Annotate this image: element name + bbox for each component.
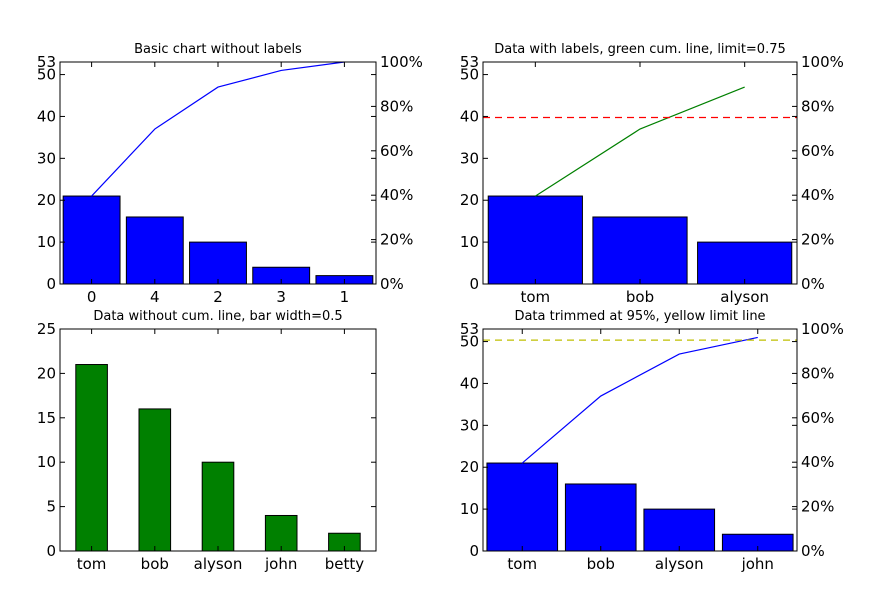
xtick-label: john bbox=[264, 555, 297, 573]
cumulative-line bbox=[535, 86, 745, 197]
bar-alyson bbox=[643, 508, 716, 552]
xtick-label: 1 bbox=[340, 288, 350, 306]
ytick-label: 40 bbox=[460, 374, 479, 392]
ytick-label: 30 bbox=[460, 416, 479, 434]
ytick-label: 10 bbox=[460, 500, 479, 518]
ytick-label: 20 bbox=[460, 191, 479, 209]
y2tick-label: 60% bbox=[380, 142, 413, 160]
xtick-label: 2 bbox=[213, 288, 223, 306]
bar-tom bbox=[75, 364, 108, 552]
bar-bob bbox=[138, 408, 172, 552]
y2tick-label: 100% bbox=[380, 53, 423, 71]
cumulative-line bbox=[91, 61, 345, 197]
ytick-label: 10 bbox=[37, 233, 56, 251]
bar-tom bbox=[486, 462, 559, 552]
ytick-label: 50 bbox=[37, 66, 56, 84]
bar-0 bbox=[62, 195, 121, 285]
ytick-label: 53 bbox=[37, 53, 56, 71]
bar-alyson bbox=[201, 461, 235, 552]
y2tick-label: 40% bbox=[801, 453, 834, 471]
y2tick-label: 60% bbox=[801, 409, 834, 427]
ytick-label: 0 bbox=[46, 542, 56, 560]
bar-tom bbox=[487, 195, 583, 285]
xtick-label: 3 bbox=[276, 288, 286, 306]
chart-title: Data with labels, green cum. line, limit… bbox=[494, 42, 786, 57]
ytick-label: 50 bbox=[460, 333, 479, 351]
y2tick-label: 40% bbox=[801, 186, 834, 204]
ytick-label: 30 bbox=[37, 149, 56, 167]
ytick-label: 0 bbox=[46, 275, 56, 293]
bar-4 bbox=[125, 216, 184, 285]
ytick-label: 20 bbox=[37, 364, 56, 382]
xtick-label: 0 bbox=[87, 288, 97, 306]
xtick-label: tom bbox=[520, 288, 550, 306]
bar-bob bbox=[564, 483, 637, 552]
y2tick-label: 0% bbox=[380, 275, 404, 293]
bar-john bbox=[264, 514, 298, 552]
y2tick-label: 0% bbox=[801, 542, 825, 560]
ytick-label: 53 bbox=[460, 53, 479, 71]
xtick-label: tom bbox=[77, 555, 107, 573]
y2tick-label: 20% bbox=[380, 231, 413, 249]
y2tick-label: 20% bbox=[801, 498, 834, 516]
y2tick-label: 60% bbox=[801, 142, 834, 160]
chart-title: Data trimmed at 95%, yellow limit line bbox=[514, 309, 765, 324]
ytick-label: 5 bbox=[46, 498, 56, 516]
xtick-label: bob bbox=[587, 555, 615, 573]
ytick-label: 53 bbox=[460, 320, 479, 338]
ytick-label: 20 bbox=[460, 458, 479, 476]
ytick-label: 10 bbox=[460, 233, 479, 251]
ytick-label: 25 bbox=[37, 320, 56, 338]
y2tick-label: 80% bbox=[380, 97, 413, 115]
ytick-label: 40 bbox=[460, 107, 479, 125]
axes-frame bbox=[482, 328, 798, 552]
xtick-label: alyson bbox=[655, 555, 704, 573]
y2tick-label: 40% bbox=[380, 186, 413, 204]
bar-alyson bbox=[697, 241, 793, 285]
bar-2 bbox=[189, 241, 247, 285]
xtick-label: alyson bbox=[720, 288, 769, 306]
chart-title: Basic chart without labels bbox=[134, 42, 302, 57]
chart-title: Data without cum. line, bar width=0.5 bbox=[93, 309, 342, 324]
xtick-label: alyson bbox=[194, 555, 243, 573]
xtick-label: john bbox=[741, 555, 774, 573]
y2tick-label: 20% bbox=[801, 231, 834, 249]
ytick-label: 20 bbox=[37, 191, 56, 209]
ytick-label: 10 bbox=[37, 453, 56, 471]
ytick-label: 15 bbox=[37, 409, 56, 427]
ytick-label: 0 bbox=[469, 275, 479, 293]
y2tick-label: 100% bbox=[801, 320, 844, 338]
xtick-label: 4 bbox=[150, 288, 160, 306]
xtick-label: bob bbox=[141, 555, 169, 573]
ytick-label: 30 bbox=[460, 149, 479, 167]
xtick-label: bob bbox=[626, 288, 654, 306]
bar-bob bbox=[592, 216, 688, 285]
ytick-label: 0 bbox=[469, 542, 479, 560]
y2tick-label: 100% bbox=[801, 53, 844, 71]
cumulative-line bbox=[521, 336, 758, 464]
chart-3: 0 5 10 15 20 25 tom bob alyson john betty Data with… bbox=[37, 309, 377, 573]
xtick-label: tom bbox=[507, 555, 537, 573]
ytick-label: 50 bbox=[460, 66, 479, 84]
ytick-label: 40 bbox=[37, 107, 56, 125]
y2tick-label: 0% bbox=[801, 275, 825, 293]
y2tick-label: 80% bbox=[801, 97, 834, 115]
y2tick-label: 80% bbox=[801, 364, 834, 382]
xtick-label: betty bbox=[325, 555, 365, 573]
